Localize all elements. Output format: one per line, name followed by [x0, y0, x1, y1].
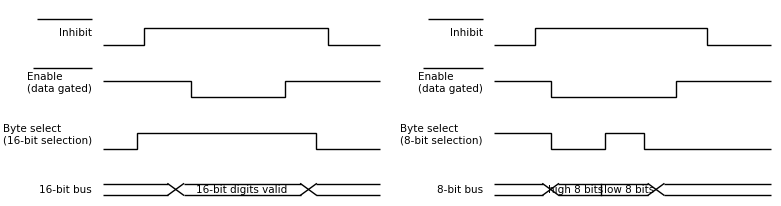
Text: Enable
(data gated): Enable (data gated) [418, 72, 483, 93]
Text: 16-bit digits valid: 16-bit digits valid [197, 185, 287, 194]
Text: Byte select
(8-bit selection): Byte select (8-bit selection) [400, 123, 483, 145]
Text: Inhibit: Inhibit [59, 28, 92, 38]
Text: Inhibit: Inhibit [450, 28, 483, 38]
Text: high 8 bits: high 8 bits [548, 185, 604, 194]
Text: 8-bit bus: 8-bit bus [437, 185, 483, 194]
Text: low 8 bits: low 8 bits [604, 185, 654, 194]
Text: Enable
(data gated): Enable (data gated) [27, 72, 92, 93]
Text: 16-bit bus: 16-bit bus [39, 185, 92, 194]
Text: Byte select
(16-bit selection): Byte select (16-bit selection) [3, 123, 92, 145]
